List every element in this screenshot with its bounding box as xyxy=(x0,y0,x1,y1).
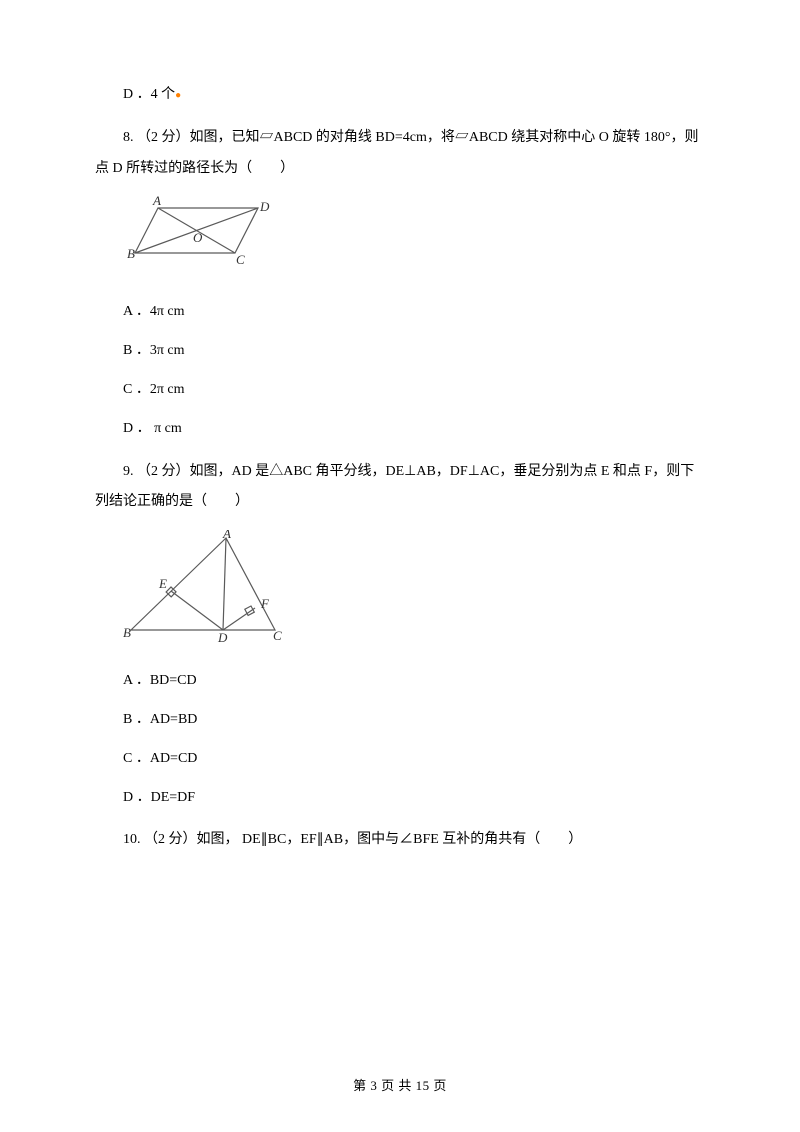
q8-option-a: A ．4π cm xyxy=(95,297,705,328)
fig9-label-d: D xyxy=(217,630,228,645)
fig8-label-o: O xyxy=(193,230,203,245)
fig9-label-f: F xyxy=(260,596,270,611)
fig8-label-b: B xyxy=(127,246,135,261)
fig9-label-a: A xyxy=(222,530,231,541)
page-footer: 第 3 页 共 15 页 xyxy=(0,1075,800,1094)
fig9-label-b: B xyxy=(123,625,131,640)
q9-option-a: A ．BD=CD xyxy=(95,666,705,697)
q8-option-c: C ．2π cm xyxy=(95,375,705,406)
q9-option-b: B ．AD=BD xyxy=(95,705,705,736)
figure-8: A D B C O xyxy=(123,196,705,281)
fig9-label-e: E xyxy=(158,576,167,591)
q8-option-b: B ．3π cm xyxy=(95,336,705,367)
fig8-label-a: A xyxy=(152,196,161,208)
q9-option-d: D ．DE=DF xyxy=(95,783,705,814)
fig9-label-c: C xyxy=(273,628,282,643)
q9-option-c: C ．AD=CD xyxy=(95,744,705,775)
q8-option-d: D ． π cm xyxy=(95,414,705,445)
fig8-label-d: D xyxy=(259,199,270,214)
question-8-text: 8. （2 分）如图，已知▱ABCD 的对角线 BD=4cm，将▱ABCD 绕其… xyxy=(95,123,705,185)
fig8-label-c: C xyxy=(236,252,245,267)
question-9-text: 9. （2 分）如图，AD 是△ABC 角平分线，DE⊥AB，DF⊥AC，垂足分… xyxy=(95,457,705,519)
marker-dot: ● xyxy=(175,90,181,101)
prev-option-d: D ．4 个● xyxy=(95,80,705,111)
question-10-text: 10. （2 分）如图， DE∥BC，EF∥AB，图中与∠BFE 互补的角共有（… xyxy=(95,825,705,856)
figure-9: A B C D E F xyxy=(123,530,705,650)
